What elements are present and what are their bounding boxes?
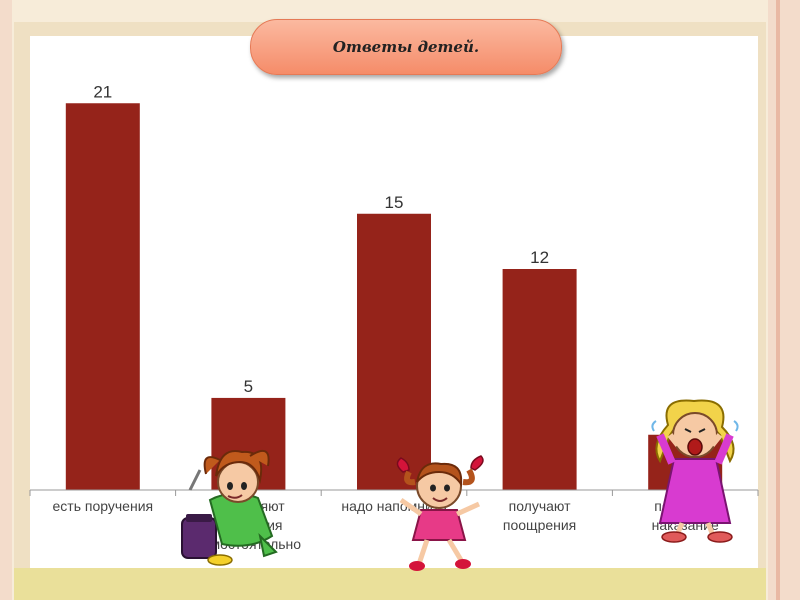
bar-0 [65, 103, 140, 490]
bar-2 [357, 213, 431, 490]
bar-value-label-3: 12 [530, 248, 549, 267]
value-labels-group: 21 5 15 12 [93, 82, 549, 396]
bottom-strip [14, 568, 766, 600]
title-banner: Ответы детей. [250, 19, 562, 75]
chart-title: Ответы детей. [332, 38, 480, 56]
side-stripe-right [776, 0, 780, 600]
side-bar-left [0, 0, 12, 600]
category-label-0-line-0: есть поручения [53, 498, 154, 514]
girl-with-jar-illustration [181, 449, 278, 566]
x-ticks-group [29, 490, 759, 496]
category-label-3-line-1: поощрения [503, 517, 576, 533]
bar-value-label-2: 15 [385, 193, 404, 212]
bar-value-label-1: 5 [244, 377, 253, 396]
side-bar-right [768, 0, 800, 600]
bar-value-label-0: 21 [93, 82, 112, 101]
category-label-3-line-0: получают [509, 498, 572, 514]
crying-girl-illustration [651, 399, 739, 543]
dancing-girl-illustration [396, 455, 484, 571]
bar-3 [502, 269, 577, 490]
